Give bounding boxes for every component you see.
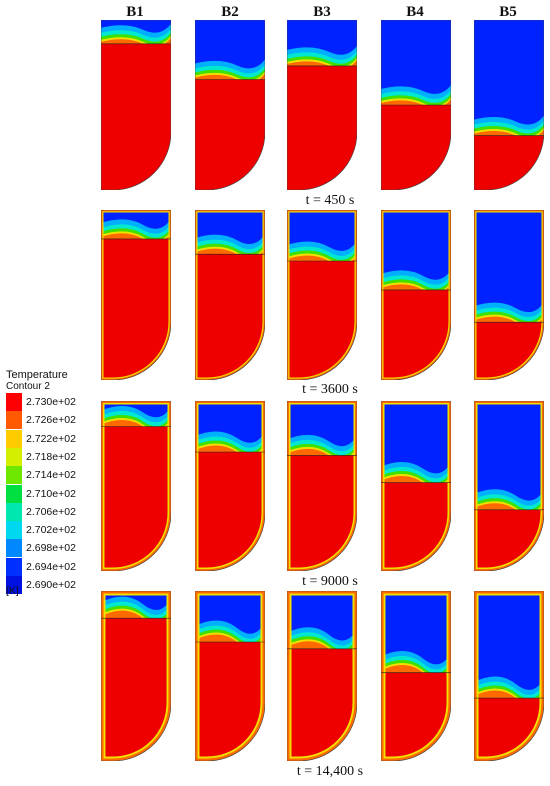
legend-swatch [6,447,22,466]
legend-swatch [6,429,22,448]
legend-level-label: 2.730e+02 [26,396,76,408]
contour-panel [287,20,357,190]
contour-panel [195,401,265,571]
contour-panel [195,591,265,761]
contour-panel [287,591,357,761]
legend-level-label: 2.726e+02 [26,414,76,427]
legend-level-label: 2.694e+02 [26,560,76,573]
contour-panel [101,591,171,761]
time-label-14400: t = 14,400 s [296,764,364,779]
legend-level-label: 2.714e+02 [26,469,76,482]
contour-panel [381,210,451,380]
legend-swatch [6,484,22,503]
column-header-b3: B3 [313,4,331,20]
legend-swatch [6,539,22,558]
legend-swatch [6,466,22,485]
contour-panel [381,401,451,571]
contour-panel [474,20,544,190]
legend-title: Temperature [6,369,68,381]
column-header-b4: B4 [406,4,424,20]
legend-level-label: 2.702e+02 [26,524,76,537]
legend-unit: [K] [6,585,19,597]
contour-panel [474,210,544,380]
legend-level-label: 2.690e+02 [26,579,76,591]
legend-level-label: 2.710e+02 [26,487,76,500]
legend-swatch [6,393,22,411]
legend-swatch [6,521,22,540]
contour-panel [474,401,544,571]
contour-panel [474,591,544,761]
time-label-9000: t = 9000 s [302,574,358,589]
column-header-b5: B5 [499,4,517,20]
contour-panel [195,210,265,380]
column-header-b1: B1 [126,4,144,20]
contour-panel [101,210,171,380]
legend-level-label: 2.706e+02 [26,505,76,518]
contour-panel [195,20,265,190]
contour-panel [287,210,357,380]
time-label-450: t = 450 s [305,193,355,208]
legend-level-label: 2.722e+02 [26,432,76,445]
contour-panel [381,591,451,761]
contour-panel [381,20,451,190]
contour-panel [101,401,171,571]
contour-panel [101,20,171,190]
legend-level-label: 2.718e+02 [26,450,76,463]
legend-swatch [6,576,22,594]
column-header-b2: B2 [221,4,239,20]
legend-swatch [6,557,22,576]
legend-swatch [6,411,22,430]
legend-swatch [6,502,22,521]
legend-level-label: 2.698e+02 [26,542,76,555]
legend-subtitle: Contour 2 [6,381,50,392]
time-label-3600: t = 3600 s [302,382,358,397]
contour-panel [287,401,357,571]
